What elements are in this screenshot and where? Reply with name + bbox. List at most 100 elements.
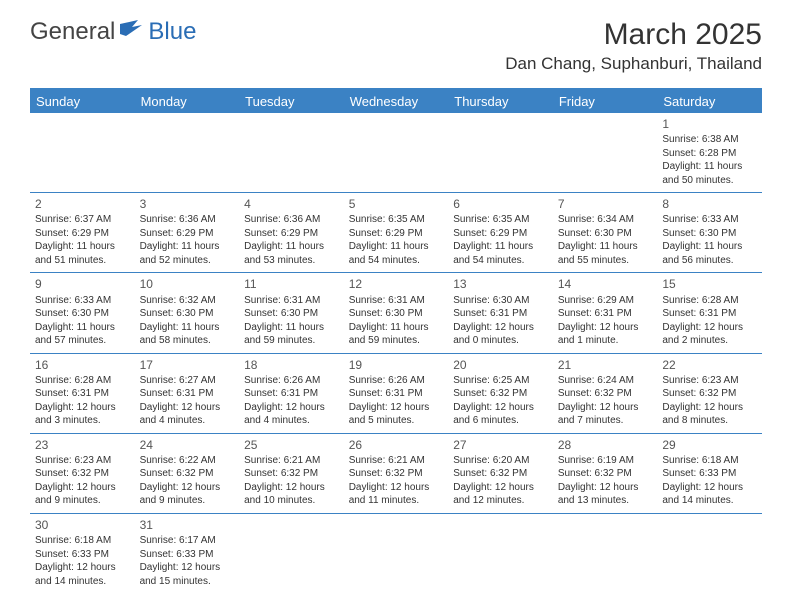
sunrise-line: Sunrise: 6:35 AM	[453, 213, 548, 227]
sunset-line: Sunset: 6:31 PM	[558, 307, 653, 321]
calendar-row: 1Sunrise: 6:38 AMSunset: 6:28 PMDaylight…	[30, 113, 762, 193]
day-number: 25	[244, 437, 339, 453]
daylight-line: Daylight: 12 hours and 10 minutes.	[244, 481, 339, 508]
weekday-friday: Friday	[553, 89, 658, 113]
logo-text-general: General	[30, 18, 115, 46]
sunrise-line: Sunrise: 6:26 AM	[244, 374, 339, 388]
day-cell-5: 5Sunrise: 6:35 AMSunset: 6:29 PMDaylight…	[344, 193, 449, 273]
day-number: 12	[349, 276, 444, 292]
daylight-line: Daylight: 11 hours and 56 minutes.	[662, 240, 757, 267]
day-cell-24: 24Sunrise: 6:22 AMSunset: 6:32 PMDayligh…	[135, 433, 240, 513]
sunrise-line: Sunrise: 6:27 AM	[140, 374, 235, 388]
sunset-line: Sunset: 6:29 PM	[453, 227, 548, 241]
sunset-line: Sunset: 6:30 PM	[35, 307, 130, 321]
sunrise-line: Sunrise: 6:21 AM	[349, 454, 444, 468]
sunrise-line: Sunrise: 6:23 AM	[662, 374, 757, 388]
sunrise-line: Sunrise: 6:19 AM	[558, 454, 653, 468]
daylight-line: Daylight: 12 hours and 2 minutes.	[662, 321, 757, 348]
weekday-thursday: Thursday	[448, 89, 553, 113]
day-number: 23	[35, 437, 130, 453]
sunset-line: Sunset: 6:31 PM	[349, 387, 444, 401]
empty-cell	[30, 113, 135, 193]
day-number: 31	[140, 517, 235, 533]
day-number: 3	[140, 196, 235, 212]
day-cell-17: 17Sunrise: 6:27 AMSunset: 6:31 PMDayligh…	[135, 353, 240, 433]
day-cell-8: 8Sunrise: 6:33 AMSunset: 6:30 PMDaylight…	[657, 193, 762, 273]
daylight-line: Daylight: 11 hours and 53 minutes.	[244, 240, 339, 267]
sunset-line: Sunset: 6:32 PM	[140, 467, 235, 481]
empty-cell	[239, 513, 344, 593]
day-number: 26	[349, 437, 444, 453]
sunrise-line: Sunrise: 6:29 AM	[558, 294, 653, 308]
sunrise-line: Sunrise: 6:31 AM	[349, 294, 444, 308]
day-cell-7: 7Sunrise: 6:34 AMSunset: 6:30 PMDaylight…	[553, 193, 658, 273]
header: General Blue March 2025 Dan Chang, Supha…	[0, 0, 792, 80]
day-cell-13: 13Sunrise: 6:30 AMSunset: 6:31 PMDayligh…	[448, 273, 553, 353]
daylight-line: Daylight: 12 hours and 5 minutes.	[349, 401, 444, 428]
day-number: 2	[35, 196, 130, 212]
day-number: 19	[349, 357, 444, 373]
day-cell-22: 22Sunrise: 6:23 AMSunset: 6:32 PMDayligh…	[657, 353, 762, 433]
sunrise-line: Sunrise: 6:26 AM	[349, 374, 444, 388]
day-cell-11: 11Sunrise: 6:31 AMSunset: 6:30 PMDayligh…	[239, 273, 344, 353]
day-cell-12: 12Sunrise: 6:31 AMSunset: 6:30 PMDayligh…	[344, 273, 449, 353]
day-cell-21: 21Sunrise: 6:24 AMSunset: 6:32 PMDayligh…	[553, 353, 658, 433]
sunset-line: Sunset: 6:33 PM	[662, 467, 757, 481]
sunset-line: Sunset: 6:32 PM	[244, 467, 339, 481]
day-cell-3: 3Sunrise: 6:36 AMSunset: 6:29 PMDaylight…	[135, 193, 240, 273]
day-cell-28: 28Sunrise: 6:19 AMSunset: 6:32 PMDayligh…	[553, 433, 658, 513]
sunset-line: Sunset: 6:29 PM	[140, 227, 235, 241]
day-number: 8	[662, 196, 757, 212]
weekday-monday: Monday	[135, 89, 240, 113]
day-number: 9	[35, 276, 130, 292]
day-number: 5	[349, 196, 444, 212]
sunrise-line: Sunrise: 6:23 AM	[35, 454, 130, 468]
weekday-wednesday: Wednesday	[344, 89, 449, 113]
sunrise-line: Sunrise: 6:25 AM	[453, 374, 548, 388]
sunrise-line: Sunrise: 6:33 AM	[662, 213, 757, 227]
day-cell-18: 18Sunrise: 6:26 AMSunset: 6:31 PMDayligh…	[239, 353, 344, 433]
day-number: 17	[140, 357, 235, 373]
sunrise-line: Sunrise: 6:18 AM	[662, 454, 757, 468]
daylight-line: Daylight: 12 hours and 7 minutes.	[558, 401, 653, 428]
empty-cell	[448, 113, 553, 193]
day-number: 24	[140, 437, 235, 453]
sunset-line: Sunset: 6:32 PM	[558, 387, 653, 401]
day-number: 20	[453, 357, 548, 373]
daylight-line: Daylight: 11 hours and 52 minutes.	[140, 240, 235, 267]
month-title: March 2025	[505, 18, 762, 52]
day-number: 13	[453, 276, 548, 292]
sunset-line: Sunset: 6:30 PM	[349, 307, 444, 321]
sunset-line: Sunset: 6:30 PM	[558, 227, 653, 241]
daylight-line: Daylight: 12 hours and 13 minutes.	[558, 481, 653, 508]
weekday-tuesday: Tuesday	[239, 89, 344, 113]
daylight-line: Daylight: 11 hours and 58 minutes.	[140, 321, 235, 348]
sunrise-line: Sunrise: 6:33 AM	[35, 294, 130, 308]
empty-cell	[657, 513, 762, 593]
sunrise-line: Sunrise: 6:21 AM	[244, 454, 339, 468]
day-cell-16: 16Sunrise: 6:28 AMSunset: 6:31 PMDayligh…	[30, 353, 135, 433]
day-number: 4	[244, 196, 339, 212]
daylight-line: Daylight: 12 hours and 9 minutes.	[35, 481, 130, 508]
empty-cell	[553, 113, 658, 193]
day-number: 15	[662, 276, 757, 292]
sunset-line: Sunset: 6:31 PM	[453, 307, 548, 321]
day-number: 27	[453, 437, 548, 453]
sunset-line: Sunset: 6:30 PM	[140, 307, 235, 321]
flag-icon	[120, 20, 146, 43]
sunrise-line: Sunrise: 6:34 AM	[558, 213, 653, 227]
day-cell-25: 25Sunrise: 6:21 AMSunset: 6:32 PMDayligh…	[239, 433, 344, 513]
sunrise-line: Sunrise: 6:20 AM	[453, 454, 548, 468]
daylight-line: Daylight: 11 hours and 50 minutes.	[662, 160, 757, 187]
daylight-line: Daylight: 12 hours and 4 minutes.	[140, 401, 235, 428]
day-number: 6	[453, 196, 548, 212]
sunset-line: Sunset: 6:33 PM	[140, 548, 235, 562]
daylight-line: Daylight: 11 hours and 57 minutes.	[35, 321, 130, 348]
daylight-line: Daylight: 11 hours and 51 minutes.	[35, 240, 130, 267]
day-number: 11	[244, 276, 339, 292]
weekday-saturday: Saturday	[657, 89, 762, 113]
day-number: 29	[662, 437, 757, 453]
sunset-line: Sunset: 6:30 PM	[662, 227, 757, 241]
daylight-line: Daylight: 12 hours and 15 minutes.	[140, 561, 235, 588]
sunset-line: Sunset: 6:31 PM	[662, 307, 757, 321]
